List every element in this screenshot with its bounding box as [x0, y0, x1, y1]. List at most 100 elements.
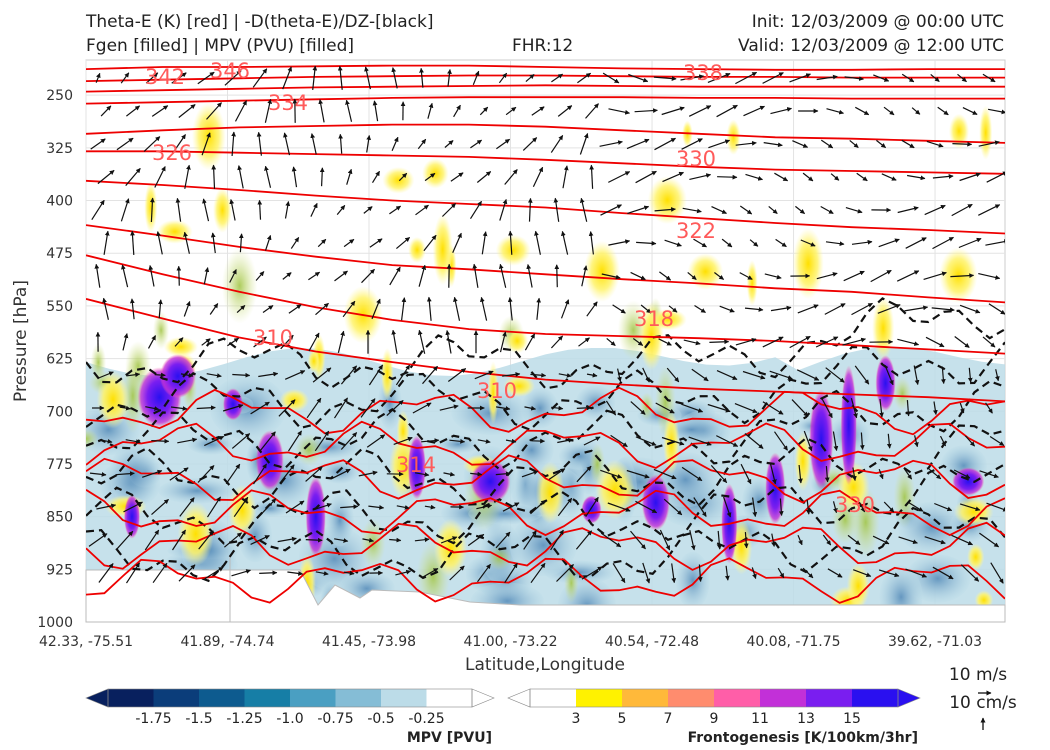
- wind-arrow: [209, 303, 219, 315]
- wind-arrow: [142, 469, 163, 478]
- y-tick-label: 250: [46, 88, 73, 104]
- theta-e-label: 330: [835, 493, 875, 517]
- wind-arrow: [312, 367, 332, 383]
- wind-arrow: [224, 532, 242, 548]
- wind-arrow: [259, 570, 278, 576]
- wind-arrow: [654, 137, 676, 151]
- fgen-cell: [382, 166, 415, 194]
- wind-arrow: [577, 72, 591, 84]
- wind-arrow: [96, 503, 117, 510]
- wind-arrow: [318, 99, 325, 123]
- wind-arrow: [635, 170, 657, 184]
- theta-e-label: 330: [676, 147, 716, 171]
- fgen-cell: [846, 562, 870, 609]
- wind-arrow: [115, 471, 135, 477]
- wind-arrow: [775, 238, 787, 248]
- theta-e-contour-low: [86, 557, 1005, 604]
- wind-arrow: [745, 173, 763, 181]
- wind-arrow: [530, 372, 547, 378]
- wind-arrow: [310, 133, 317, 155]
- wind-arrow: [881, 173, 897, 181]
- wind-arrow: [852, 467, 857, 481]
- wind-arrow: [601, 273, 621, 280]
- wind-arrow: [345, 99, 353, 122]
- wind-arrow: [585, 103, 599, 119]
- x-axis-label: Latitude,Longitude: [465, 655, 625, 675]
- wind-arrow: [176, 265, 182, 286]
- wind-arrow: [687, 271, 697, 281]
- wind-vectors: [88, 65, 1005, 584]
- wind-arrow: [659, 529, 671, 551]
- wind-arrow: [258, 371, 279, 378]
- fgen-cell: [506, 328, 529, 354]
- wind-arrow: [148, 265, 155, 287]
- wind-arrow: [879, 398, 884, 418]
- wind-arrow: [575, 530, 593, 550]
- wind-arrow: [470, 139, 482, 149]
- wind-arrow: [262, 305, 274, 313]
- wind-arrow: [389, 266, 401, 286]
- x-tick-label: 39.62, -71.03: [888, 634, 982, 650]
- colorbar-tick-label: 15: [843, 711, 861, 727]
- theta-e-contour: [86, 84, 1005, 93]
- wind-arrow: [743, 532, 749, 549]
- x-tick-label: 41.00, -73.22: [463, 634, 557, 650]
- wind-arrow: [415, 204, 429, 216]
- theta-e-contour: [86, 224, 1005, 304]
- theta-e-contour: [86, 179, 1005, 235]
- wind-arrow: [340, 504, 359, 510]
- wind-arrow: [100, 105, 112, 117]
- wind-arrow: [119, 405, 131, 411]
- wind-arrow: [683, 339, 701, 346]
- wind-arrow: [583, 436, 601, 446]
- colorbar-swatch: [714, 689, 761, 707]
- wind-arrow: [827, 568, 843, 578]
- stability-contour: [86, 380, 1005, 471]
- wind-arrow: [346, 168, 353, 185]
- colorbar-frame: [529, 688, 899, 708]
- wind-arrow: [576, 405, 592, 411]
- wind-arrow: [472, 263, 479, 288]
- wind-arrow: [925, 336, 945, 348]
- wind-arrow: [336, 205, 346, 215]
- fgen-strong-cell: [641, 474, 670, 531]
- wind-arrow: [734, 403, 758, 414]
- wind-arrow: [859, 432, 865, 450]
- wind-arrow: [735, 71, 758, 85]
- wind-arrow: [280, 334, 294, 350]
- wind-arrow: [312, 65, 318, 90]
- wind-arrow: [391, 136, 399, 151]
- wind-arrow: [391, 67, 398, 89]
- fgen-cell: [595, 459, 635, 520]
- wind-arrow: [224, 70, 242, 86]
- wind-arrow: [363, 206, 373, 214]
- y-tick-label: 625: [46, 352, 73, 368]
- y-tick-label: 925: [46, 562, 73, 578]
- wind-arrow: [125, 562, 141, 584]
- wind-arrow: [338, 133, 344, 154]
- fgen-cell: [948, 113, 970, 149]
- forecast-hour: FHR:12: [512, 36, 574, 56]
- wind-arrow: [716, 370, 738, 380]
- wind-arrow: [774, 431, 788, 451]
- wind-arrow: [472, 70, 480, 86]
- wind-arrow: [655, 402, 675, 414]
- wind-arrow: [932, 566, 954, 580]
- wind-arrow: [343, 238, 355, 248]
- wind-arrow: [197, 465, 215, 483]
- y-tick-label: 550: [46, 299, 73, 315]
- wind-arrow: [691, 368, 709, 382]
- fgen-cell: [872, 296, 895, 360]
- wind-arrow: [876, 139, 886, 149]
- colorbar-swatch: [199, 689, 245, 707]
- wind-arrow: [284, 370, 306, 380]
- fgen-cell: [746, 260, 758, 306]
- wind-arrow: [358, 470, 378, 477]
- mpv-cell: [326, 494, 354, 547]
- wind-arrow: [886, 433, 892, 449]
- wind-arrow: [169, 467, 189, 481]
- wind-arrow: [253, 336, 267, 348]
- wind-arrow: [628, 73, 649, 83]
- wind-arrow: [579, 133, 589, 155]
- wind-arrow: [337, 65, 343, 90]
